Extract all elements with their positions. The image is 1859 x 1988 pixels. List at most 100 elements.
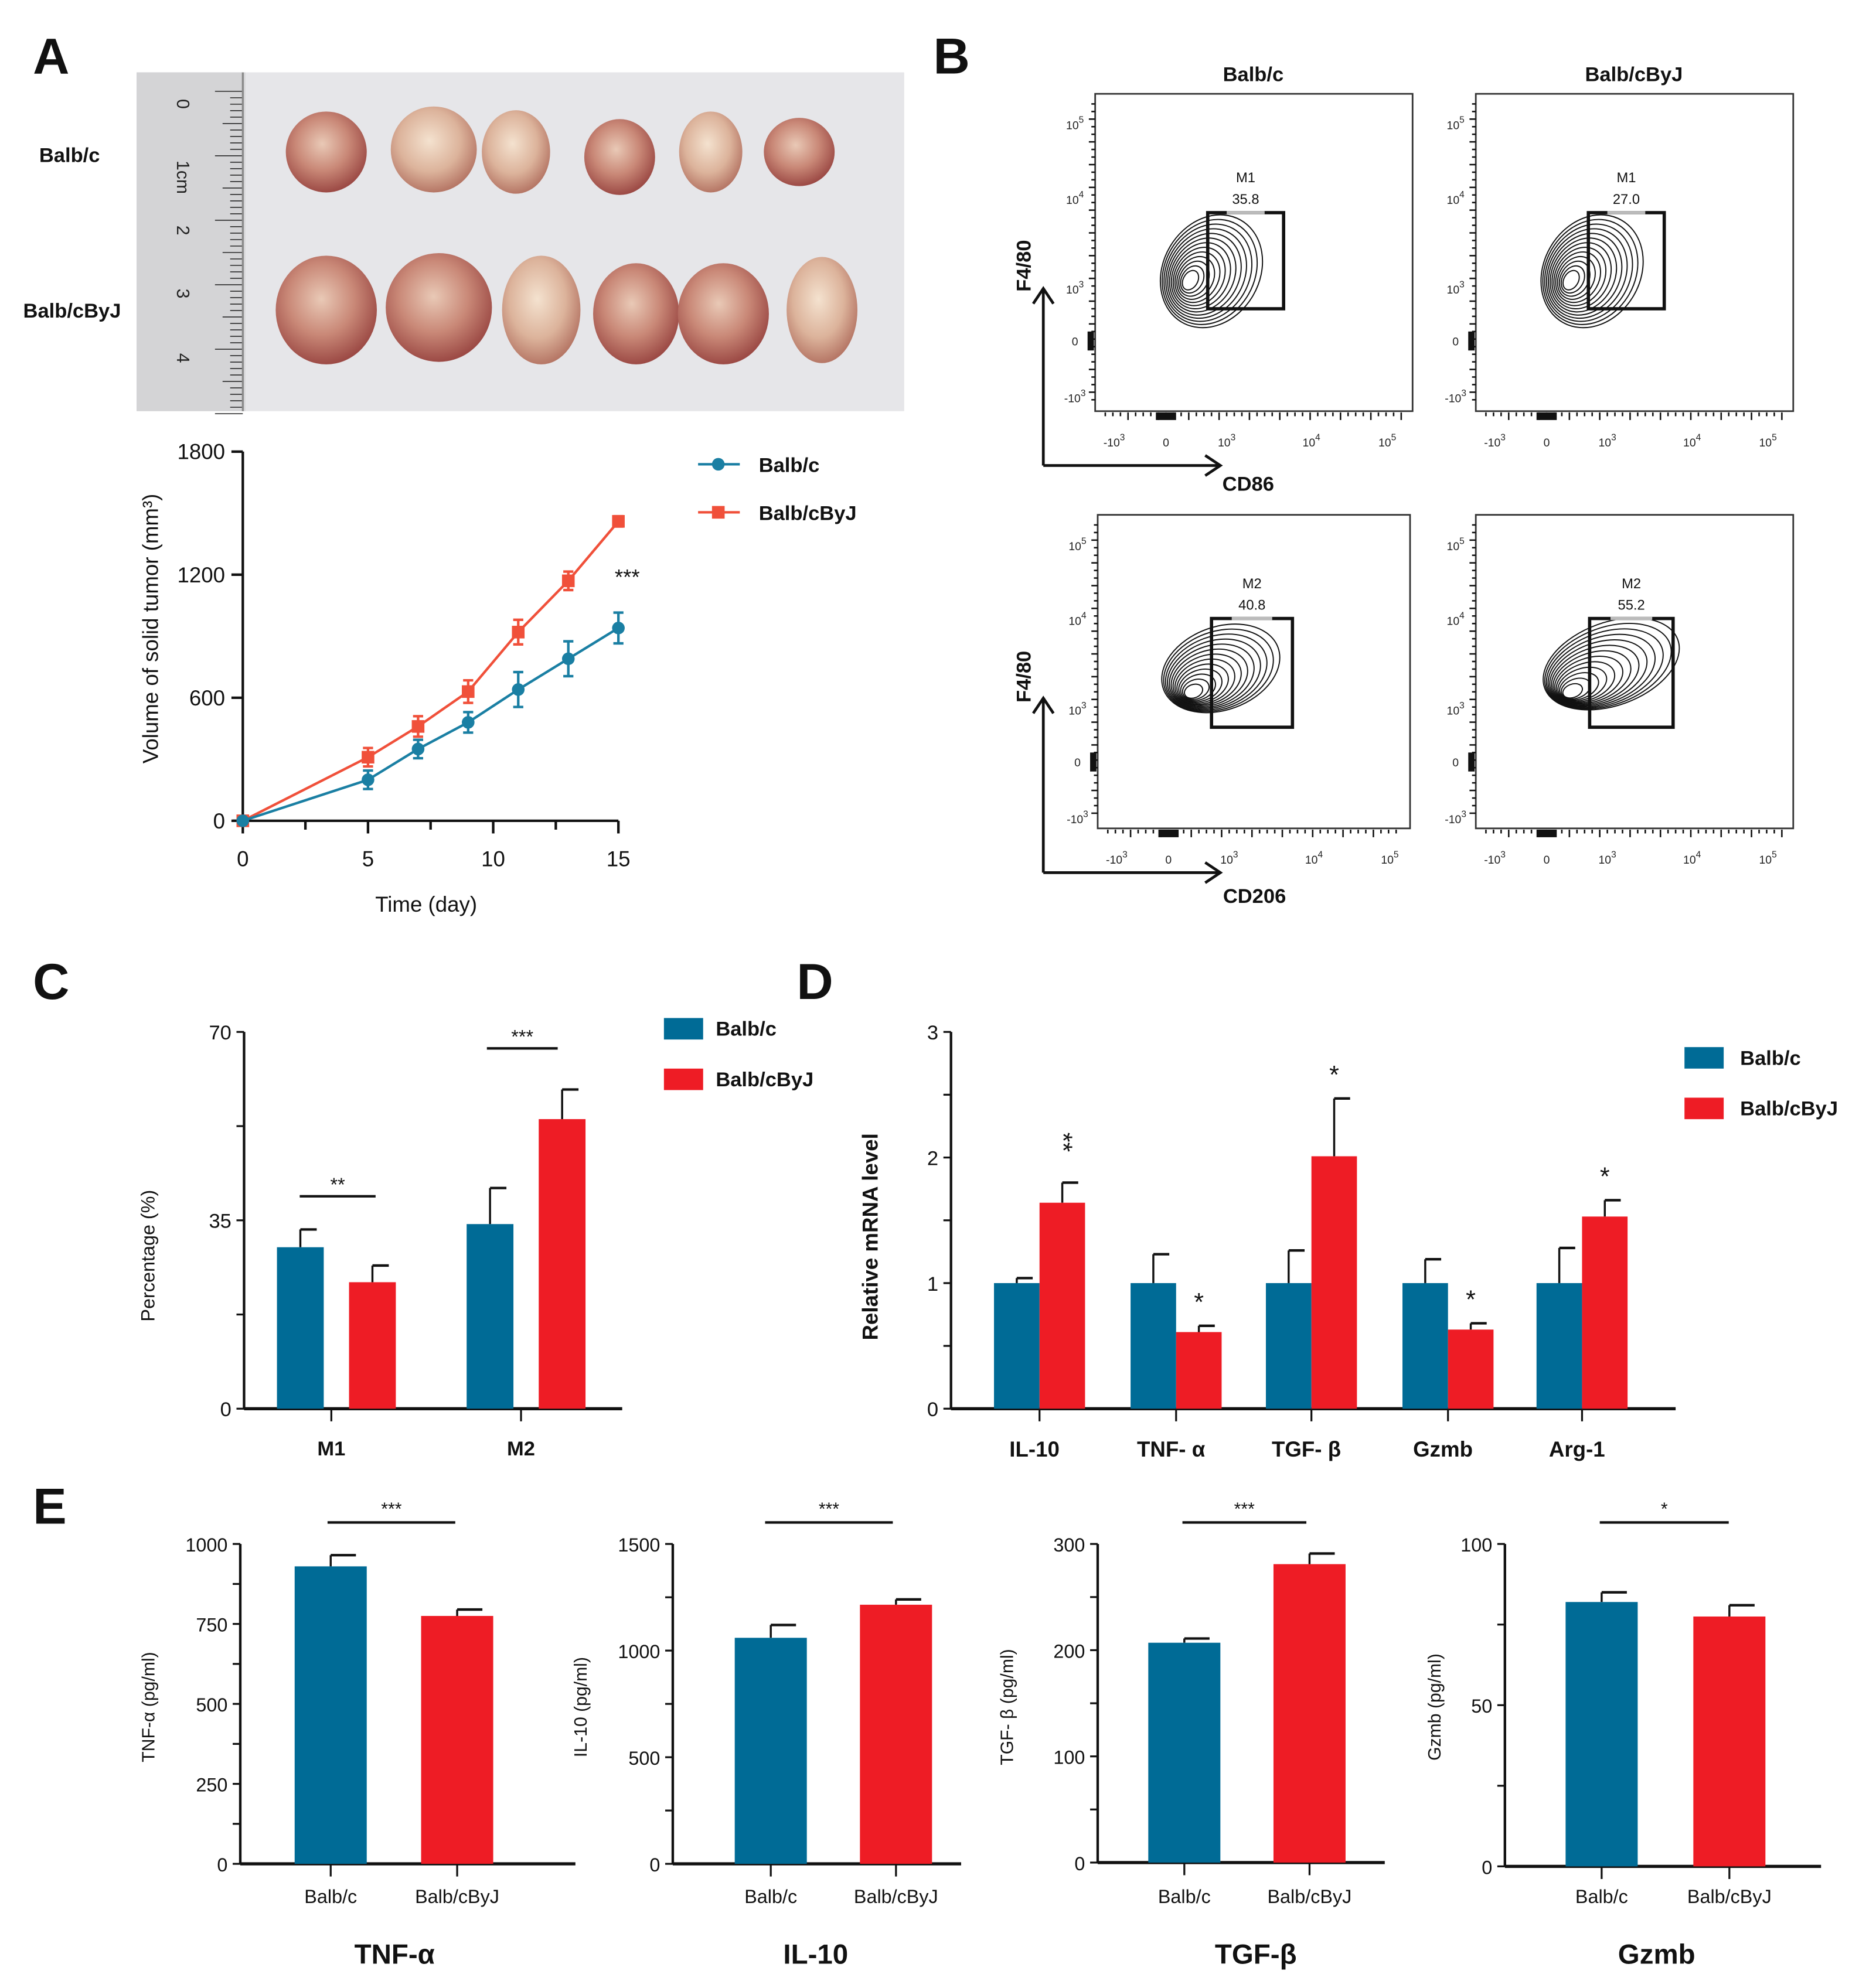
y-tick-label: 0 [217, 1854, 227, 1876]
data-point [462, 716, 475, 729]
contour-line [1551, 242, 1612, 309]
x-tick-label: -103 [1106, 850, 1128, 867]
tick-base: 10 [1759, 437, 1772, 449]
y-tick-label: 500 [628, 1748, 660, 1769]
y-tick-label: -103 [1445, 388, 1466, 405]
contour-line [1172, 247, 1226, 306]
legend-swatch [663, 1068, 703, 1090]
x-tick-label: 0 [1544, 854, 1550, 867]
tick-base: -10 [1106, 854, 1122, 867]
plot-frame [1475, 93, 1795, 412]
tick-base: 10 [1066, 194, 1079, 207]
y-tick-label: 104 [1068, 611, 1087, 628]
flow-column-title-balbcbyj: Balb/cByJ [1585, 64, 1683, 86]
tick-base: 0 [1165, 854, 1172, 867]
tick-exponent: 3 [1083, 809, 1088, 819]
x-zero-tick-block [1158, 829, 1179, 837]
tick-base: 10 [1683, 437, 1696, 449]
significance-marker: * [1194, 1288, 1204, 1317]
y-tick-label: 103 [1068, 701, 1086, 718]
significance-marker: * [1466, 1286, 1476, 1314]
tick-base: 0 [1452, 756, 1459, 769]
tumor-specimen [584, 119, 655, 195]
ruler-label: 3 [173, 289, 192, 299]
contour-line [1165, 633, 1268, 711]
y-axis-label: Gzmb (pg/ml) [1425, 1653, 1445, 1761]
bar [421, 1615, 493, 1864]
category-label: Arg-1 [1549, 1437, 1605, 1461]
gate-name: M1 [1616, 171, 1636, 186]
contour-line [1169, 237, 1237, 313]
contour-line [1182, 270, 1200, 291]
y-tick-label: 103 [1447, 279, 1465, 296]
bar [1131, 1283, 1176, 1409]
tick-base: -10 [1064, 393, 1081, 405]
y-zero-tick-block [1090, 752, 1097, 772]
contour-line [1166, 638, 1261, 710]
tick-exponent: 3 [1233, 850, 1238, 860]
category-label: M2 [507, 1438, 535, 1460]
tumor-specimen [482, 110, 550, 194]
contour-line [1167, 233, 1242, 316]
tumor-specimen [786, 257, 858, 363]
contour-line [1559, 672, 1599, 701]
tick-base: 10 [1066, 284, 1079, 296]
tumor-specimen [593, 263, 679, 364]
y-tick-label: 0 [1074, 756, 1081, 769]
elisa-chart-gzmb: 0 50 100 Gzmb (pg/ml) Balb/c Balb/cByJ * Gzmb [1425, 1500, 1821, 1970]
legend: Balb/c Balb/cByJ [663, 1018, 813, 1091]
tick-exponent: 3 [1122, 850, 1128, 860]
tick-exponent: 3 [1459, 701, 1465, 711]
category-label: Balb/c [304, 1886, 357, 1907]
tick-base: 0 [1074, 756, 1081, 769]
tick-base: 10 [1378, 437, 1391, 449]
significance-marker: *** [615, 565, 640, 589]
contour-line [1562, 683, 1584, 699]
tick-base: 10 [1303, 437, 1316, 449]
chart-title: TNF-α [355, 1939, 435, 1970]
tick-exponent: 5 [1772, 432, 1777, 442]
y-tick-label: 105 [1068, 536, 1086, 553]
x-arrow [1043, 454, 1223, 477]
data-point [236, 814, 250, 827]
contour-line [1170, 648, 1248, 708]
y-tick-label: 35 [209, 1210, 231, 1233]
y-tick-label: 0 [1452, 336, 1459, 349]
chart-title: IL-10 [783, 1939, 848, 1970]
significance-marker: * [1600, 1163, 1610, 1191]
tick-exponent: 4 [1079, 190, 1084, 200]
y-axis-label: TNF-α (pg/ml) [139, 1652, 158, 1762]
category-label: TGF- β [1272, 1437, 1341, 1461]
x-tick-label: 105 [1378, 432, 1396, 449]
y-axis-label: IL-10 (pg/ml) [571, 1657, 591, 1757]
tick-base: 10 [1066, 120, 1079, 132]
tumor-specimen [285, 111, 367, 193]
y-tick-label: 70 [209, 1022, 231, 1044]
gate-percentage: 35.8 [1232, 192, 1259, 207]
y-tick-label: 750 [196, 1615, 227, 1636]
y-arrow [1031, 695, 1055, 873]
gate-name: M2 [1622, 577, 1641, 592]
tick-exponent: 4 [1317, 850, 1323, 860]
x-axis-label-cd206: CD206 [1223, 885, 1286, 908]
y-tick-label: 100 [1053, 1747, 1085, 1768]
x-tick-label: 105 [1759, 850, 1777, 867]
category-label: Balb/cByJ [854, 1886, 938, 1907]
contour-line [1553, 247, 1607, 306]
tick-exponent: 4 [1315, 432, 1320, 442]
y-tick-label: 1200 [177, 563, 225, 587]
y-axis-label: Relative mRNA level [859, 1133, 883, 1340]
bar [860, 1604, 932, 1864]
legend-swatch [1684, 1097, 1724, 1120]
gate-percentage: 40.8 [1238, 598, 1265, 613]
bar-m1-balbc [277, 1228, 324, 1409]
legend-swatch [1684, 1047, 1724, 1069]
bar [1693, 1616, 1766, 1867]
y-tick-label: 0 [927, 1399, 938, 1421]
tick-base: -10 [1445, 813, 1461, 826]
contour-line [1543, 617, 1680, 711]
row-label-balbcbyj: Balb/cByJ [23, 300, 121, 322]
category-label: TNF- α [1137, 1437, 1206, 1461]
y-tick-label: 103 [1066, 279, 1084, 296]
